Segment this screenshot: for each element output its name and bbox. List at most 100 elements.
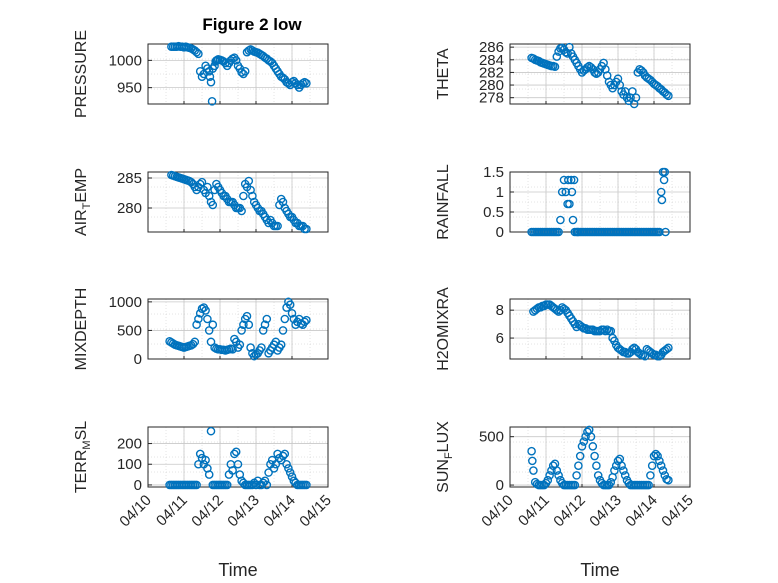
data-point (260, 476, 270, 486)
y-axis-label-text: PRESSURE (73, 30, 90, 118)
data-point (194, 314, 203, 324)
y-tick-label: 500 (479, 429, 504, 446)
data-point (545, 471, 554, 480)
data-point (260, 320, 270, 330)
y-axis-label: AIRTEMP (73, 168, 93, 236)
data-point (287, 472, 297, 481)
data-point (264, 468, 273, 477)
data-point (570, 480, 580, 490)
data-point (550, 62, 560, 72)
y-tick-label: 8 (496, 302, 504, 319)
y-tick-label: 285 (117, 170, 142, 187)
y-tick-label: 100 (117, 456, 142, 473)
data-point (269, 464, 279, 473)
data-point (237, 206, 246, 216)
data-point (271, 459, 281, 469)
data-point (611, 461, 621, 471)
data-point (208, 320, 218, 330)
data-point (664, 91, 673, 101)
data-point (188, 339, 198, 349)
y-tick-label: 0 (496, 224, 504, 241)
y-tick-label: 500 (117, 322, 142, 339)
data-point (276, 455, 286, 465)
data-point (246, 185, 255, 195)
data-point (619, 466, 628, 475)
y-axis-label: RAINFALL (435, 164, 452, 240)
subplot-4: 0 0.5 1 1.5 RAINFALL (435, 164, 691, 241)
data-point (606, 477, 616, 487)
data-point (280, 449, 290, 459)
data-point (222, 480, 232, 490)
data-point (655, 227, 664, 237)
axes-box (147, 171, 329, 233)
data-point (656, 187, 666, 197)
y-axis-label-subscript: M (81, 440, 93, 449)
y-axis-label: THETA (435, 48, 452, 100)
figure-title: Figure 2 low (202, 15, 302, 34)
data-point (201, 455, 210, 465)
x-axis-label: Time (218, 560, 257, 580)
data-point (302, 315, 311, 325)
data-point (208, 200, 218, 210)
data-point (231, 447, 241, 457)
data-point (568, 215, 578, 225)
data-point (190, 337, 200, 347)
y-tick-label: 286 (479, 39, 504, 56)
data-point (230, 449, 239, 459)
data-point (661, 227, 670, 237)
data-point (583, 63, 592, 72)
y-tick-label: 1000 (109, 294, 142, 311)
axes-box (509, 298, 691, 360)
data-point (194, 49, 203, 59)
data-point (285, 300, 295, 310)
axes-box (509, 43, 691, 105)
data-point (528, 456, 537, 466)
data-point (649, 451, 659, 461)
data-point (284, 464, 293, 473)
data-point (235, 340, 245, 350)
y-tick-label: 1000 (109, 52, 142, 69)
y-axis-label-subscript: F (443, 452, 455, 459)
y-axis-label: MIXDEPTH (73, 288, 90, 371)
data-point (656, 461, 666, 471)
y-tick-label: 1.5 (483, 164, 504, 181)
data-point (194, 459, 203, 469)
data-point (631, 93, 641, 102)
y-tick-label: 200 (117, 436, 142, 453)
data-point (664, 475, 673, 485)
y-axis-label-text: AIR (73, 209, 90, 236)
y-tick-label: 282 (479, 64, 504, 81)
data-point (646, 471, 655, 480)
data-point (592, 461, 601, 471)
data-point (651, 449, 661, 459)
y-tick-label: 284 (479, 52, 504, 69)
y-axis-label-text: SUN (435, 459, 452, 493)
data-point (574, 461, 583, 471)
y-axis-label: H2OMIXRA (435, 287, 452, 371)
data-point (529, 466, 538, 475)
data-point (278, 451, 288, 461)
data-point (228, 344, 237, 354)
data-point (610, 466, 619, 475)
y-axis-label: PRESSURE (73, 30, 90, 118)
data-point (207, 96, 217, 106)
data-point (282, 459, 291, 469)
data-point (192, 480, 201, 490)
data-point (262, 480, 272, 490)
data-point (557, 187, 567, 197)
subplot-6: 6 8 H2OMIXRA (435, 287, 691, 371)
data-point (527, 446, 536, 456)
x-axis-label: Time (580, 560, 619, 580)
data-point (278, 197, 288, 207)
data-point (233, 459, 243, 469)
data-point (302, 78, 311, 88)
data-point (662, 90, 671, 99)
y-tick-label: 0.5 (483, 204, 504, 221)
subplot-3: 280 285 AIRTEMP (73, 168, 329, 236)
data-point (244, 320, 254, 330)
data-point (659, 175, 669, 185)
y-tick-label: 0 (496, 477, 504, 494)
axes-box (147, 426, 329, 488)
